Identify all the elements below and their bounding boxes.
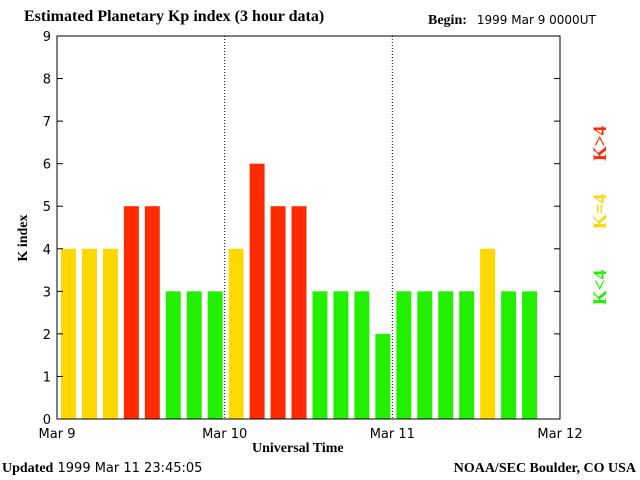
y-tick-label: 1 (43, 370, 51, 385)
updated-label: Updated (2, 461, 54, 476)
y-tick-label: 0 (43, 413, 51, 428)
x-tick-label: Mar 12 (537, 427, 582, 442)
legend-low: K<4 (590, 269, 611, 305)
kp-bar (459, 291, 475, 419)
kp-bar (375, 333, 391, 419)
y-tick-label: 3 (43, 285, 51, 300)
chart-title: Estimated Planetary Kp index (3 hour dat… (24, 8, 325, 25)
begin-label: Begin: (428, 13, 467, 28)
legend-high: K>4 (590, 125, 611, 161)
kp-bar (396, 291, 412, 419)
begin-info: Begin: 1999 Mar 9 0000UT (428, 13, 596, 29)
begin-value: 1999 Mar 9 0000UT (476, 13, 596, 27)
kp-bar (354, 291, 370, 419)
kp-bar (228, 248, 244, 419)
x-tick-label: Mar 9 (39, 427, 76, 442)
x-axis-label: Universal Time (252, 441, 344, 456)
kp-bar (501, 291, 517, 419)
y-tick-label: 2 (43, 328, 51, 343)
kp-bar (186, 291, 202, 419)
y-tick-label: 7 (43, 115, 51, 130)
kp-bar (417, 291, 433, 419)
legend-mid: K=4 (590, 193, 611, 229)
kp-bar (144, 206, 160, 419)
source-credit: NOAA/SEC Boulder, CO USA (453, 461, 636, 476)
kp-bar (123, 206, 139, 419)
x-tick-label: Mar 10 (202, 427, 247, 442)
kp-bar (207, 291, 223, 419)
y-axis-label: K index (16, 214, 31, 262)
y-tick-label: 6 (43, 158, 51, 173)
kp-bar (249, 163, 265, 419)
kp-bar (61, 248, 76, 419)
kp-bar (333, 291, 349, 419)
kp-bar (81, 248, 97, 419)
kp-bar (438, 291, 454, 419)
kp-bar (165, 291, 181, 419)
kp-bar (102, 248, 118, 419)
kp-bar (312, 291, 328, 419)
y-tick-label: 9 (43, 30, 51, 45)
kp-bar (291, 206, 307, 419)
plot-frame (56, 35, 561, 420)
updated-value: 1999 Mar 11 23:45:05 (57, 461, 203, 476)
y-tick-label: 5 (43, 200, 51, 215)
kp-bar (270, 206, 286, 419)
kp-bar (480, 248, 496, 419)
updated-info: Updated 1999 Mar 11 23:45:05 (2, 461, 202, 477)
x-tick-label: Mar 11 (370, 427, 415, 442)
y-tick-label: 8 (43, 73, 51, 88)
kp-bar (522, 291, 538, 419)
y-tick-label: 4 (43, 243, 51, 258)
